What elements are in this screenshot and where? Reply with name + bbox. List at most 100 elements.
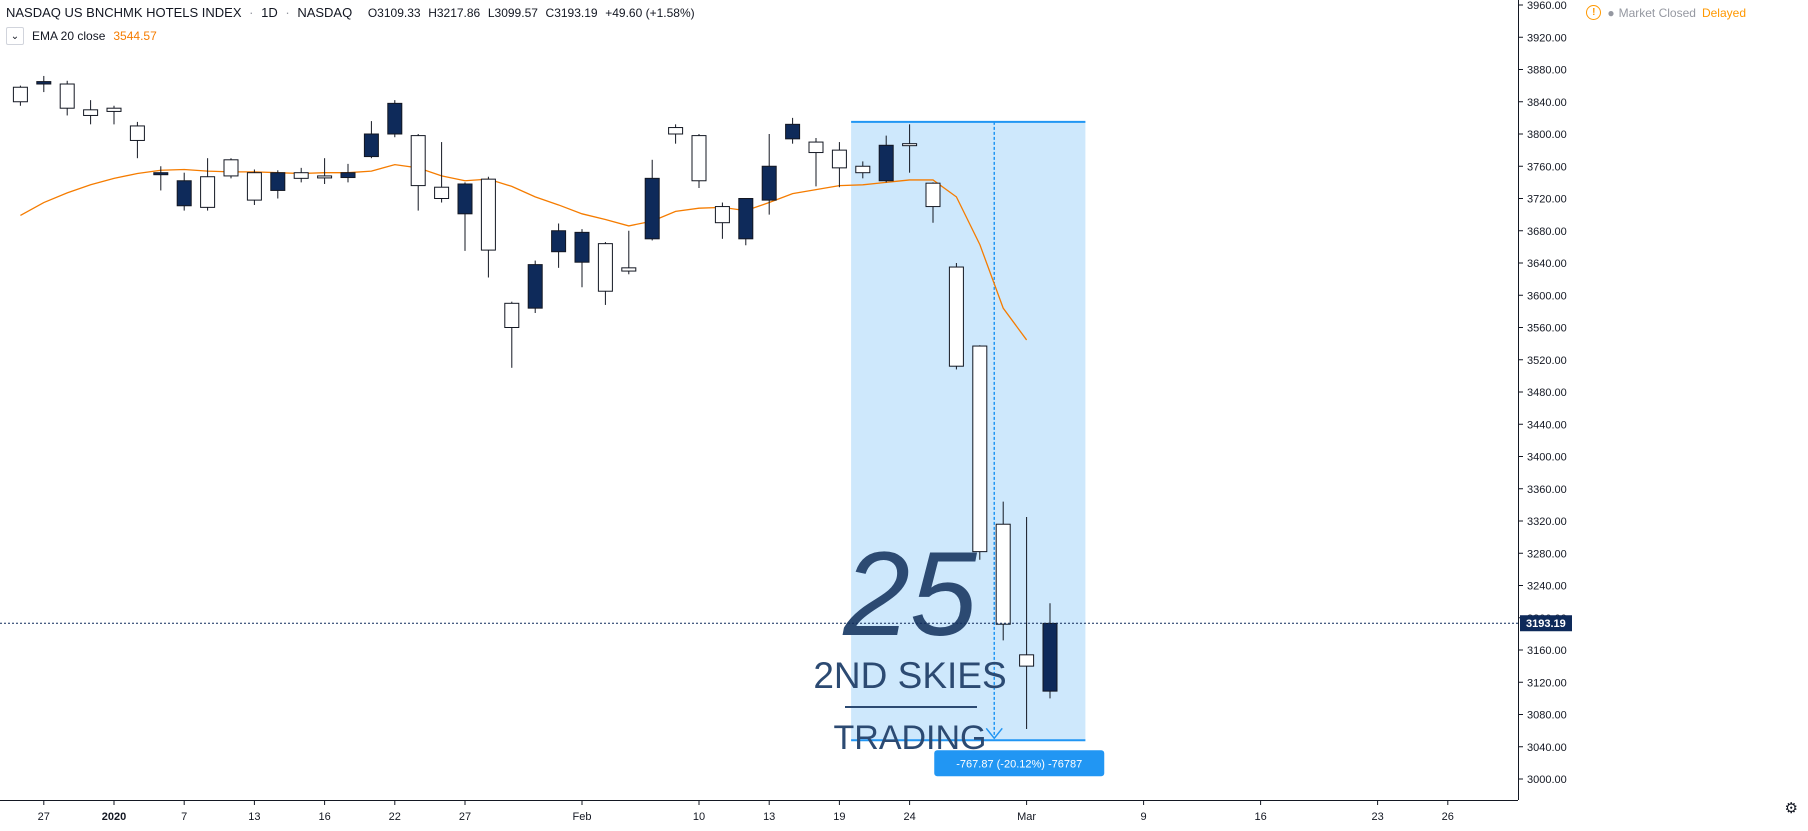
legend-dot: · (249, 5, 254, 20)
delayed-label: Delayed (1701, 5, 1746, 20)
candle-body (387, 102, 403, 135)
candle (223, 158, 239, 179)
candle (153, 166, 169, 191)
price-tick-label: 3600.00 (1527, 290, 1567, 302)
price-tick-label: 3360.00 (1527, 484, 1567, 496)
candle-body (59, 83, 75, 109)
legend-dot: · (285, 5, 290, 20)
price-tick-label: 3320.00 (1527, 516, 1567, 528)
candle (785, 117, 801, 144)
candle (878, 135, 894, 183)
time-tick-label: 23 (1371, 811, 1383, 823)
candle-body (808, 141, 824, 154)
gear-icon[interactable]: ⚙ (1784, 800, 1798, 817)
candle-body (597, 243, 613, 292)
candle (12, 85, 28, 106)
candle (668, 124, 684, 144)
price-axis-bg (1518, 0, 1808, 826)
price-tick-label: 3560.00 (1527, 323, 1567, 335)
candle-body (972, 345, 988, 553)
time-tick-label: 26 (1442, 811, 1454, 823)
candle-body (574, 231, 590, 263)
candle (200, 158, 216, 211)
time-tick-label: 13 (248, 811, 260, 823)
price-tick-label: 3920.00 (1527, 32, 1567, 44)
candle (1019, 516, 1035, 730)
price-tick-label: 3840.00 (1527, 97, 1567, 109)
symbol-name[interactable]: NASDAQ US BNCHMK HOTELS INDEX (6, 5, 242, 20)
candle (551, 223, 567, 268)
price-tick-label: 3960.00 (1527, 0, 1567, 12)
candle (902, 124, 918, 173)
candle-body (1042, 622, 1058, 692)
price-tick-label: 3080.00 (1527, 710, 1567, 722)
candle-body (668, 127, 684, 135)
candle (574, 229, 590, 288)
candle-body (878, 144, 894, 182)
time-tick-label: Feb (573, 811, 592, 823)
exchange-label: NASDAQ (297, 5, 353, 20)
measure-label-box (934, 750, 1105, 777)
candle (995, 501, 1011, 641)
price-tick-label: 3880.00 (1527, 65, 1567, 77)
time-axis: 27 2020 7 13 16 22 27 Feb 10 13 19 24 Mar 9 16 23 26 (0, 800, 1518, 826)
price-tick-label: 3120.00 (1527, 677, 1567, 689)
ema-value: 3544.57 (113, 29, 157, 43)
ohlc-open: O3109.33 (367, 6, 421, 20)
price-tick-label: 3280.00 (1527, 548, 1567, 560)
candle-body (527, 264, 543, 309)
interval-label[interactable]: 1D (261, 5, 278, 20)
candle-body (1019, 654, 1035, 667)
price-tick-label: 3680.00 (1527, 226, 1567, 238)
candle (36, 75, 52, 93)
price-axis: 3960.00 3920.00 3880.00 3840.00 3800.00 3760.… (1518, 0, 1808, 826)
market-closed-label: Market Closed (1618, 5, 1696, 20)
candle (691, 134, 707, 189)
price-tick-label: 3040.00 (1527, 742, 1567, 754)
watermark-line1: 2ND SKIES (813, 655, 1006, 696)
ema-label[interactable]: EMA 20 close (32, 29, 106, 43)
chevron-down-icon[interactable]: ⌄ (6, 27, 24, 45)
candle (738, 198, 754, 246)
candle-body (785, 123, 801, 140)
candle-body (504, 302, 520, 328)
last-price-badge (1520, 615, 1572, 632)
time-tick-label: 10 (693, 811, 705, 823)
candle (948, 263, 964, 370)
candle-body (995, 523, 1011, 625)
warning-icon[interactable]: ! (1586, 5, 1602, 20)
price-tick-label: 3760.00 (1527, 161, 1567, 173)
candle-body (738, 198, 754, 240)
candle (270, 170, 286, 199)
last-price-label: 3193.19 (1526, 618, 1566, 630)
candle (527, 260, 543, 313)
candle (106, 105, 122, 125)
candle (457, 182, 473, 251)
time-tick-label: Mar (1017, 811, 1036, 823)
candle (176, 172, 192, 211)
candle-body (129, 125, 145, 141)
candle-body (83, 109, 99, 116)
candle-body (153, 172, 169, 176)
candle-body (200, 176, 216, 208)
candle (855, 161, 871, 179)
candle-body (714, 206, 730, 224)
candle (387, 100, 403, 138)
candle-body (551, 230, 567, 253)
ohlc-low: L3099.57 (487, 6, 538, 20)
candle-body (293, 172, 309, 179)
time-tick-label: 7 (181, 811, 187, 823)
candle (597, 242, 613, 305)
candle-body (223, 159, 239, 177)
ema-line (20, 163, 1028, 341)
candle-body (340, 172, 356, 179)
candle (504, 301, 520, 368)
candle-body (644, 177, 660, 240)
candle-body (457, 183, 473, 215)
candle-body (925, 182, 941, 208)
watermark-number: 25 (842, 527, 978, 661)
price-tick-label: 3400.00 (1527, 452, 1567, 464)
